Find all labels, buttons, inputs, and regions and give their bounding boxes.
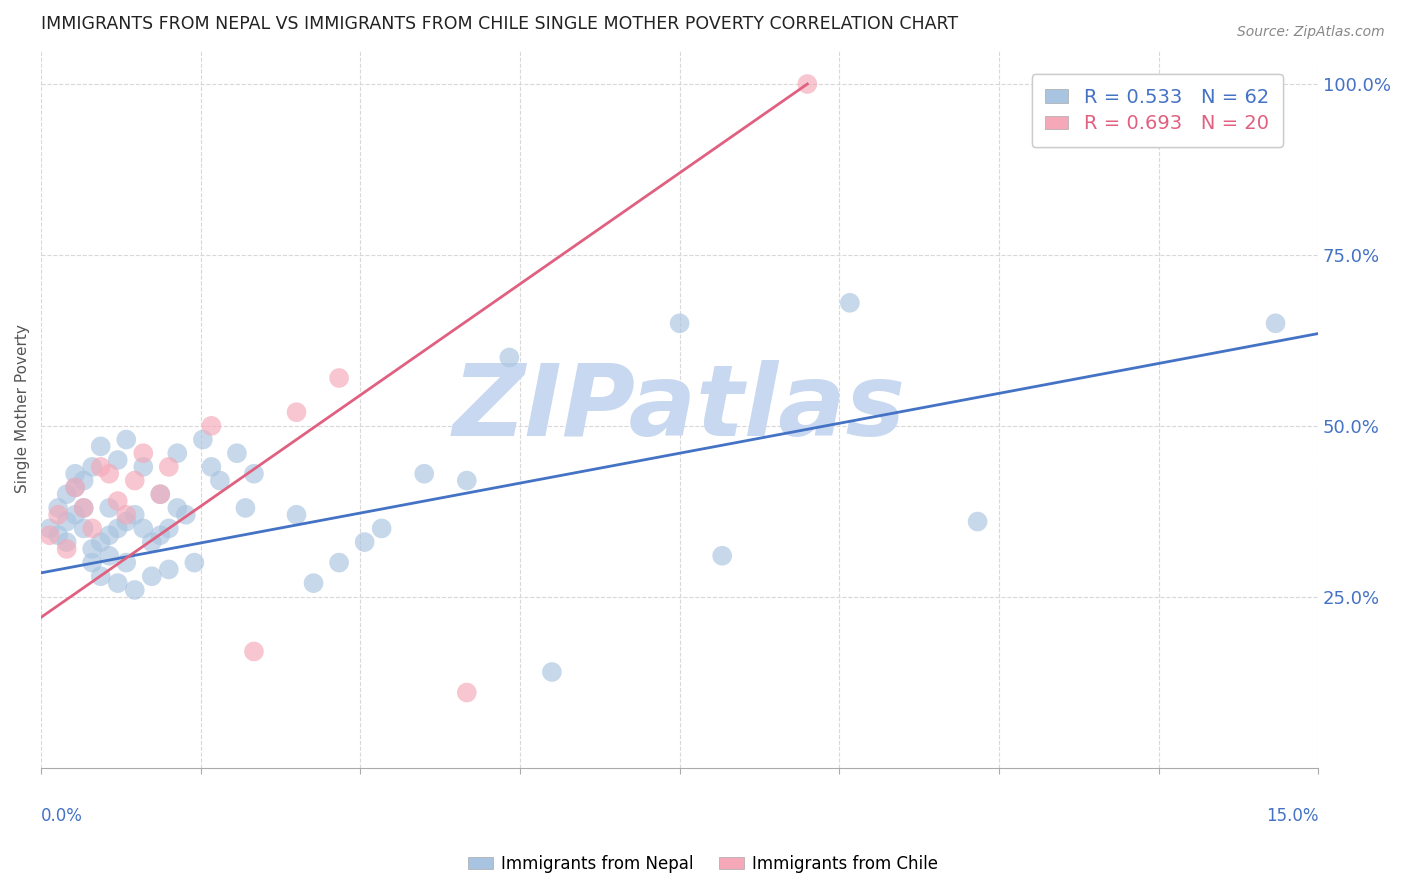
Point — [456, 685, 478, 699]
Point — [46, 500, 69, 515]
Point — [966, 515, 988, 529]
Point — [413, 467, 436, 481]
Point — [90, 459, 112, 474]
Point — [82, 556, 104, 570]
Point — [82, 541, 104, 556]
Point — [107, 453, 129, 467]
Point — [115, 433, 138, 447]
Point — [46, 528, 69, 542]
Point — [166, 446, 188, 460]
Point — [55, 535, 77, 549]
Point — [82, 459, 104, 474]
Point — [141, 535, 163, 549]
Text: ZIPatlas: ZIPatlas — [453, 360, 907, 458]
Point — [711, 549, 734, 563]
Point — [73, 500, 96, 515]
Point — [1136, 77, 1159, 91]
Point — [668, 316, 690, 330]
Legend: Immigrants from Nepal, Immigrants from Chile: Immigrants from Nepal, Immigrants from C… — [461, 848, 945, 880]
Point — [124, 508, 146, 522]
Point — [115, 508, 138, 522]
Point — [541, 665, 564, 679]
Text: 15.0%: 15.0% — [1265, 807, 1319, 825]
Point — [200, 459, 222, 474]
Point — [370, 521, 392, 535]
Point — [115, 515, 138, 529]
Point — [191, 433, 214, 447]
Point — [107, 576, 129, 591]
Point — [98, 528, 121, 542]
Point — [73, 474, 96, 488]
Point — [132, 446, 155, 460]
Point — [55, 487, 77, 501]
Point — [157, 521, 180, 535]
Point — [38, 521, 60, 535]
Point — [498, 351, 520, 365]
Point — [63, 480, 86, 494]
Point — [149, 487, 172, 501]
Point — [63, 467, 86, 481]
Point — [132, 459, 155, 474]
Legend: R = 0.533   N = 62, R = 0.693   N = 20: R = 0.533 N = 62, R = 0.693 N = 20 — [1032, 74, 1282, 147]
Point — [149, 528, 172, 542]
Point — [124, 582, 146, 597]
Point — [63, 508, 86, 522]
Point — [107, 521, 129, 535]
Point — [285, 405, 308, 419]
Point — [353, 535, 375, 549]
Point — [1264, 316, 1286, 330]
Point — [55, 515, 77, 529]
Point — [243, 644, 266, 658]
Point — [98, 467, 121, 481]
Point — [200, 418, 222, 433]
Point — [328, 371, 350, 385]
Point — [73, 521, 96, 535]
Point — [73, 500, 96, 515]
Point — [174, 508, 197, 522]
Point — [98, 549, 121, 563]
Text: Source: ZipAtlas.com: Source: ZipAtlas.com — [1237, 25, 1385, 39]
Point — [38, 528, 60, 542]
Point — [456, 474, 478, 488]
Point — [46, 508, 69, 522]
Point — [157, 562, 180, 576]
Point — [90, 535, 112, 549]
Point — [149, 487, 172, 501]
Point — [328, 556, 350, 570]
Point — [63, 480, 86, 494]
Text: IMMIGRANTS FROM NEPAL VS IMMIGRANTS FROM CHILE SINGLE MOTHER POVERTY CORRELATION: IMMIGRANTS FROM NEPAL VS IMMIGRANTS FROM… — [41, 15, 959, 33]
Point — [838, 295, 860, 310]
Point — [302, 576, 325, 591]
Point — [124, 474, 146, 488]
Point — [235, 500, 257, 515]
Point — [90, 569, 112, 583]
Point — [141, 569, 163, 583]
Point — [243, 467, 266, 481]
Point — [157, 459, 180, 474]
Point — [107, 494, 129, 508]
Point — [132, 521, 155, 535]
Point — [285, 508, 308, 522]
Point — [82, 521, 104, 535]
Point — [166, 500, 188, 515]
Point — [115, 556, 138, 570]
Text: 0.0%: 0.0% — [41, 807, 83, 825]
Point — [226, 446, 249, 460]
Point — [183, 556, 205, 570]
Point — [98, 500, 121, 515]
Point — [90, 439, 112, 453]
Point — [796, 77, 818, 91]
Point — [55, 541, 77, 556]
Point — [208, 474, 231, 488]
Y-axis label: Single Mother Poverty: Single Mother Poverty — [15, 325, 30, 493]
